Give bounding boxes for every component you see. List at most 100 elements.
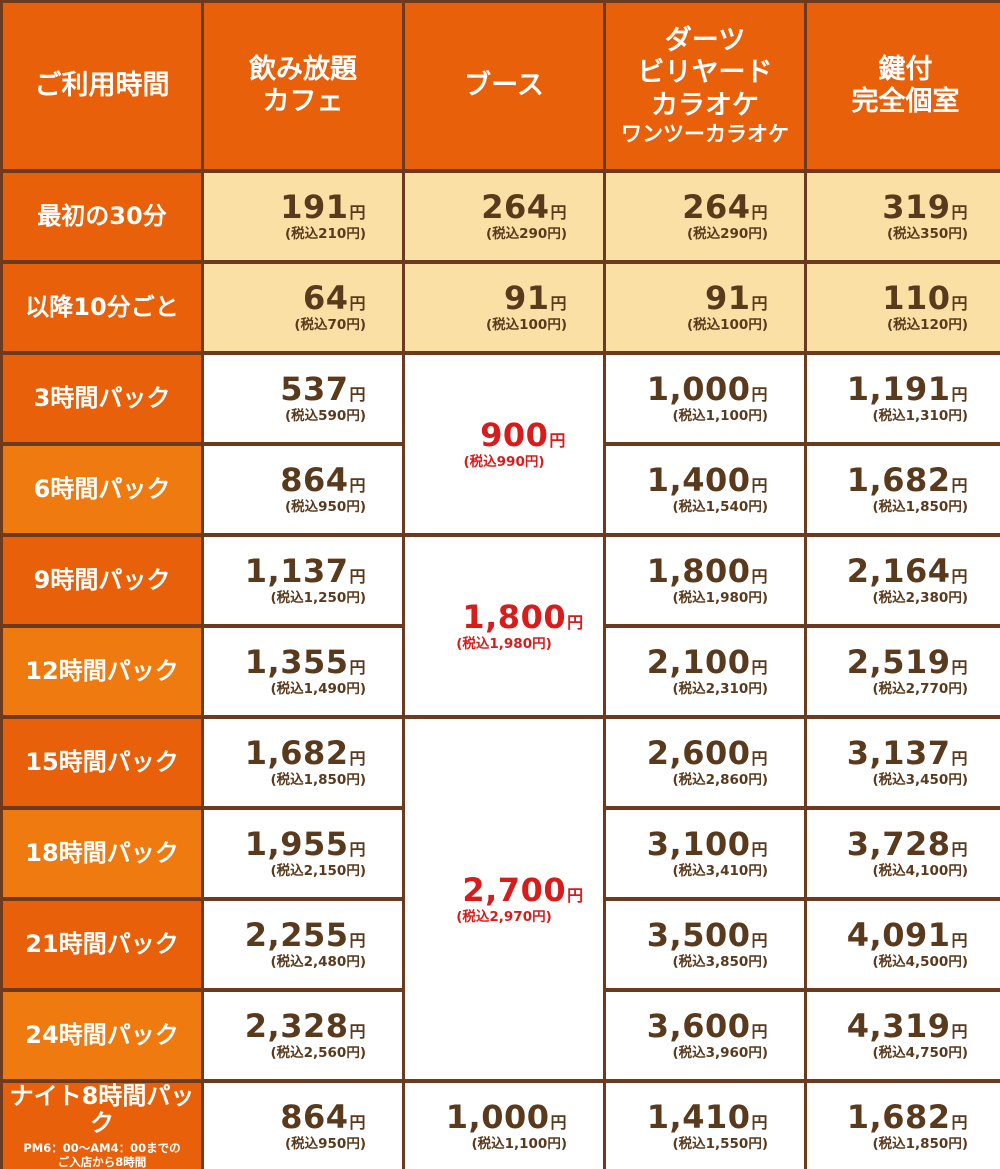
darts-price-tax: (税込3,850円) [672, 954, 768, 971]
darts-price-amount: 1,000円 [647, 373, 768, 405]
yen-symbol: 円 [751, 203, 768, 223]
row-label: ナイト8時間パック PM6：00～AM4：00までの ご入店から8時間 [3, 1082, 201, 1169]
booth-pack-price-tax: (税込1,980円) [456, 635, 552, 652]
room-price-amount: 2,519円 [847, 646, 968, 678]
yen-symbol: 円 [751, 294, 768, 314]
yen-symbol: 円 [951, 1112, 968, 1132]
yen-symbol: 円 [751, 658, 768, 678]
cafe-price: 191円 (税込210円) [204, 173, 402, 260]
room-price-tax: (税込4,100円) [872, 863, 968, 880]
room-price: 110円 (税込120円) [807, 264, 1000, 351]
darts-price: 1,410円 (税込1,550円) [606, 1083, 804, 1169]
booth-pack-price-tax: (税込2,970円) [456, 908, 552, 925]
room-price-tax: (税込120円) [886, 317, 968, 334]
room-price-value: 3,137 [846, 734, 951, 773]
row-label: 6時間パック [3, 446, 201, 533]
darts-price: 3,600円 (税込3,960円) [606, 992, 804, 1079]
row-label-text: 24時間パック [25, 1020, 179, 1049]
row-label-text: 最初の30分 [37, 201, 167, 230]
darts-price-amount: 2,100円 [647, 646, 768, 678]
yen-symbol: 円 [751, 931, 768, 951]
cafe-price-tax: (税込2,560円) [270, 1045, 366, 1062]
yen-symbol: 円 [349, 1022, 366, 1042]
room-price: 319円 (税込350円) [807, 173, 1000, 260]
yen-symbol: 円 [751, 385, 768, 405]
room-price-amount: 319円 [882, 191, 968, 223]
yen-symbol: 円 [751, 840, 768, 860]
booth-price: 264円 (税込290円) [405, 173, 603, 260]
booth-pack-price-tax: (税込990円) [463, 453, 545, 470]
header-darts: ダーツ ビリヤード カラオケ ワンツーカラオケ [606, 3, 804, 169]
header-darts-line: ダーツ [664, 24, 746, 56]
row-label-text: 18時間パック [25, 838, 179, 867]
booth-price-amount: 264円 [481, 191, 567, 223]
darts-price-tax: (税込3,960円) [672, 1045, 768, 1062]
cafe-price-value: 2,255 [244, 916, 349, 955]
room-price-amount: 3,137円 [847, 737, 968, 769]
yen-symbol: 円 [567, 612, 584, 632]
darts-price: 91円 (税込100円) [606, 264, 804, 351]
row-label: 9時間パック [3, 537, 201, 624]
yen-symbol: 円 [349, 476, 366, 496]
cafe-price-tax: (税込950円) [284, 499, 366, 516]
cafe-price: 864円 (税込950円) [204, 446, 402, 533]
cafe-price-tax: (税込950円) [284, 1135, 366, 1152]
darts-price-value: 1,000 [646, 370, 751, 409]
cafe-price-value: 1,137 [244, 552, 349, 591]
booth-price-tax: (税込1,100円) [471, 1135, 567, 1152]
booth-pack-price: 1,800円 (税込1,980円) [405, 537, 603, 715]
cafe-price-amount: 2,328円 [245, 1010, 366, 1042]
room-price: 3,728円 (税込4,100円) [807, 810, 1000, 897]
darts-price-tax: (税込290円) [686, 226, 768, 243]
row-label: 最初の30分 [3, 173, 201, 260]
row-label-note-line: ご入店から8時間 [57, 1155, 147, 1169]
yen-symbol: 円 [349, 658, 366, 678]
cafe-price-value: 864 [280, 461, 349, 500]
darts-price: 1,000円 (税込1,100円) [606, 355, 804, 442]
booth-price-value: 91 [503, 279, 550, 318]
darts-price-amount: 3,600円 [647, 1010, 768, 1042]
darts-price-value: 2,600 [646, 734, 751, 773]
yen-symbol: 円 [549, 430, 566, 450]
room-price: 1,682円 (税込1,850円) [807, 1083, 1000, 1169]
row-label-note: PM6：00～AM4：00までの ご入店から8時間 [23, 1141, 180, 1169]
yen-symbol: 円 [951, 567, 968, 587]
cafe-price: 1,355円 (税込1,490円) [204, 628, 402, 715]
booth-price-value: 1,000 [445, 1097, 550, 1136]
darts-price-tax: (税込1,980円) [672, 590, 768, 607]
darts-price-tax: (税込2,310円) [672, 681, 768, 698]
yen-symbol: 円 [951, 476, 968, 496]
row-label-text: 9時間パック [33, 565, 171, 594]
yen-symbol: 円 [550, 203, 567, 223]
booth-pack-price: 900円 (税込990円) [405, 355, 603, 533]
room-price: 3,137円 (税込3,450円) [807, 719, 1000, 806]
room-price: 2,164円 (税込2,380円) [807, 537, 1000, 624]
booth-pack-price: 2,700円 (税込2,970円) [405, 719, 603, 1079]
yen-symbol: 円 [751, 476, 768, 496]
room-price-value: 1,191 [846, 370, 951, 409]
darts-price-amount: 1,800円 [647, 555, 768, 587]
booth-pack-price-amount: 900円 [442, 419, 566, 451]
booth-price: 1,000円 (税込1,100円) [405, 1083, 603, 1169]
room-price-value: 110 [882, 279, 951, 318]
darts-price-amount: 1,400円 [647, 464, 768, 496]
cafe-price-value: 1,955 [244, 825, 349, 864]
darts-price-value: 1,800 [646, 552, 751, 591]
darts-price: 3,100円 (税込3,410円) [606, 810, 804, 897]
row-label-text: 3時間パック [33, 383, 171, 412]
cafe-price-amount: 864円 [280, 1101, 366, 1133]
header-cafe: 飲み放題 カフェ [204, 3, 402, 169]
yen-symbol: 円 [951, 385, 968, 405]
booth-price-value: 264 [481, 188, 550, 227]
cafe-price-value: 2,328 [244, 1007, 349, 1046]
cafe-price-tax: (税込2,480円) [270, 954, 366, 971]
yen-symbol: 円 [567, 885, 584, 905]
darts-price-value: 91 [704, 279, 751, 318]
cafe-price: 64円 (税込70円) [204, 264, 402, 351]
darts-price-amount: 2,600円 [647, 737, 768, 769]
cafe-price: 1,137円 (税込1,250円) [204, 537, 402, 624]
cafe-price-amount: 864円 [280, 464, 366, 496]
darts-price-tax: (税込1,100円) [672, 408, 768, 425]
darts-price-amount: 1,410円 [647, 1101, 768, 1133]
header-darts-line: ビリヤード [637, 57, 773, 89]
